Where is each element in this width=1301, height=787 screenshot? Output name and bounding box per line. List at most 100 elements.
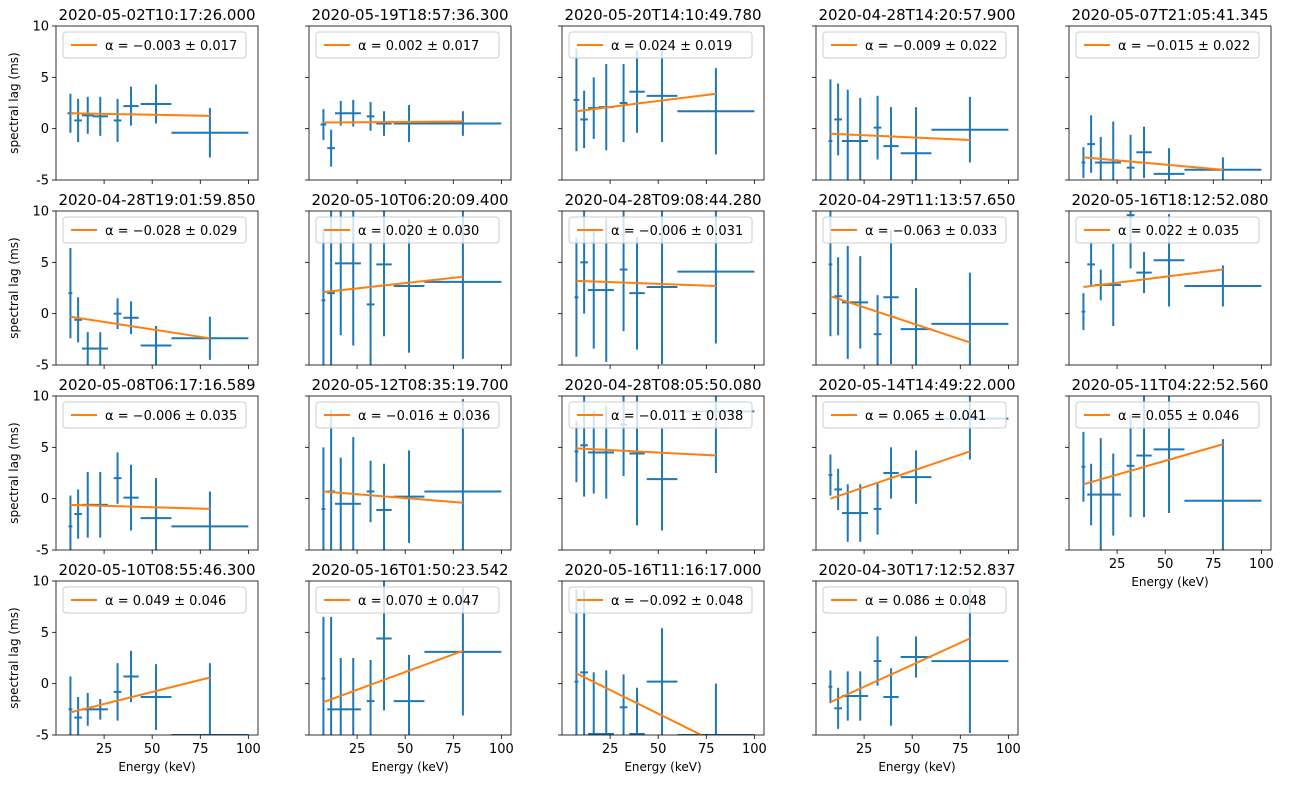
y-tick-label: -5 <box>36 359 49 374</box>
data-point <box>646 427 678 531</box>
data-point <box>74 697 82 735</box>
data-point <box>873 636 882 686</box>
data-point <box>619 63 628 143</box>
data-point <box>123 86 139 126</box>
data-point <box>113 663 122 721</box>
data-point <box>1087 241 1095 287</box>
fit-line <box>830 295 971 344</box>
subplot-12: 2020-05-12T08:35:19.700 α = −0.016 ± 0.03… <box>305 376 512 554</box>
data-point <box>574 420 579 483</box>
subplot-title: 2020-05-16T18:12:52.080 <box>1071 191 1268 209</box>
axes-frame <box>561 210 765 366</box>
legend-label: α = 0.055 ± 0.046 <box>1118 409 1239 424</box>
y-axis-label: spectral lag (ms) <box>7 237 21 338</box>
data-point <box>92 332 108 365</box>
fit-line <box>70 676 211 714</box>
legend-box <box>568 216 753 244</box>
data-point <box>376 111 392 136</box>
axes-frame <box>55 210 259 366</box>
subplot-title: 2020-04-29T11:13:57.650 <box>818 191 1015 209</box>
subplot-10: 2020-05-16T18:12:52.080 α = 0.022 ± 0.035 <box>1065 191 1272 369</box>
data-point <box>828 79 833 180</box>
subplot-title: 2020-04-28T08:05:50.080 <box>564 376 761 394</box>
data-point <box>393 654 425 735</box>
legend-box <box>568 586 753 614</box>
y-tick-label: 0 <box>41 122 49 137</box>
fit-line <box>830 637 971 704</box>
fit-line <box>1083 443 1224 486</box>
x-axis-label: Energy (keV) <box>371 760 448 774</box>
data-point <box>140 664 172 730</box>
data-point <box>1136 126 1152 178</box>
data-point <box>123 464 139 531</box>
subplot-1: 2020-05-02T10:17:26.000 -5 0 5 10 spectral la… <box>7 6 259 189</box>
data-point <box>931 96 1009 163</box>
y-tick-label: 5 <box>41 626 49 641</box>
axes-frame <box>1068 210 1272 366</box>
plot-area <box>828 211 1009 365</box>
legend-label: α = 0.020 ± 0.030 <box>358 224 479 239</box>
data-point <box>598 670 614 735</box>
fit-line <box>323 275 464 294</box>
data-point <box>171 491 249 550</box>
data-point <box>1126 134 1135 180</box>
y-axis-label: spectral lag (ms) <box>7 607 21 708</box>
plot-area <box>321 211 502 365</box>
data-point <box>345 658 361 735</box>
plot-area <box>320 99 502 167</box>
data-point <box>580 590 588 735</box>
subplot-title: 2020-04-28T09:08:44.280 <box>564 191 761 209</box>
fit-line <box>70 315 211 340</box>
data-point <box>580 90 588 149</box>
data-point <box>366 242 375 365</box>
data-point <box>873 483 882 535</box>
data-point <box>81 332 94 365</box>
data-point <box>828 454 833 496</box>
x-tick-label: 50 <box>1157 557 1174 572</box>
data-point <box>828 670 833 704</box>
data-point <box>1153 148 1185 180</box>
data-point <box>900 450 932 504</box>
subplot-15: 2020-05-11T04:22:52.560 25 50 75 100 Energy (… <box>1065 376 1274 589</box>
data-point <box>334 211 347 336</box>
y-tick-label: 5 <box>41 256 49 271</box>
x-tick-label: 75 <box>1205 557 1222 572</box>
legend-box <box>822 586 1007 614</box>
subplot-2: 2020-05-19T18:57:36.300 α = 0.002 ± 0.017 <box>305 6 512 184</box>
plot-area <box>573 48 755 155</box>
legend-label: α = 0.049 ± 0.046 <box>105 594 226 609</box>
data-point <box>140 325 172 365</box>
data-point <box>900 288 932 365</box>
legend-box <box>62 216 247 244</box>
plot-area <box>828 396 1009 542</box>
data-point <box>573 48 580 152</box>
data-point <box>900 107 932 180</box>
fit-line <box>576 92 717 113</box>
subplot-3: 2020-05-20T14:10:49.780 α = 0.024 ± 0.019 <box>558 6 765 184</box>
data-point <box>74 297 82 343</box>
legend-box <box>1075 31 1260 59</box>
data-point <box>828 211 833 337</box>
legend-label: α = −0.063 ± 0.033 <box>865 224 997 239</box>
y-tick-label: -5 <box>36 729 49 744</box>
data-point <box>393 105 425 143</box>
data-point <box>931 272 1009 365</box>
data-point <box>123 650 139 703</box>
data-point <box>334 658 347 735</box>
x-tick-label: 100 <box>236 742 261 757</box>
data-point <box>873 95 882 160</box>
axes-frame <box>308 25 512 181</box>
data-point <box>1081 147 1086 178</box>
data-point <box>1087 115 1095 173</box>
data-point <box>424 399 502 550</box>
plot-area <box>574 589 755 735</box>
data-point <box>852 97 868 180</box>
subplot-title: 2020-04-28T14:20:57.900 <box>818 6 1015 24</box>
data-point <box>1105 453 1121 536</box>
subplot-title: 2020-05-08T06:17:16.589 <box>58 376 255 394</box>
legend-box <box>315 216 500 244</box>
data-point <box>68 676 73 735</box>
axes-frame <box>561 25 765 181</box>
data-point <box>345 211 361 346</box>
